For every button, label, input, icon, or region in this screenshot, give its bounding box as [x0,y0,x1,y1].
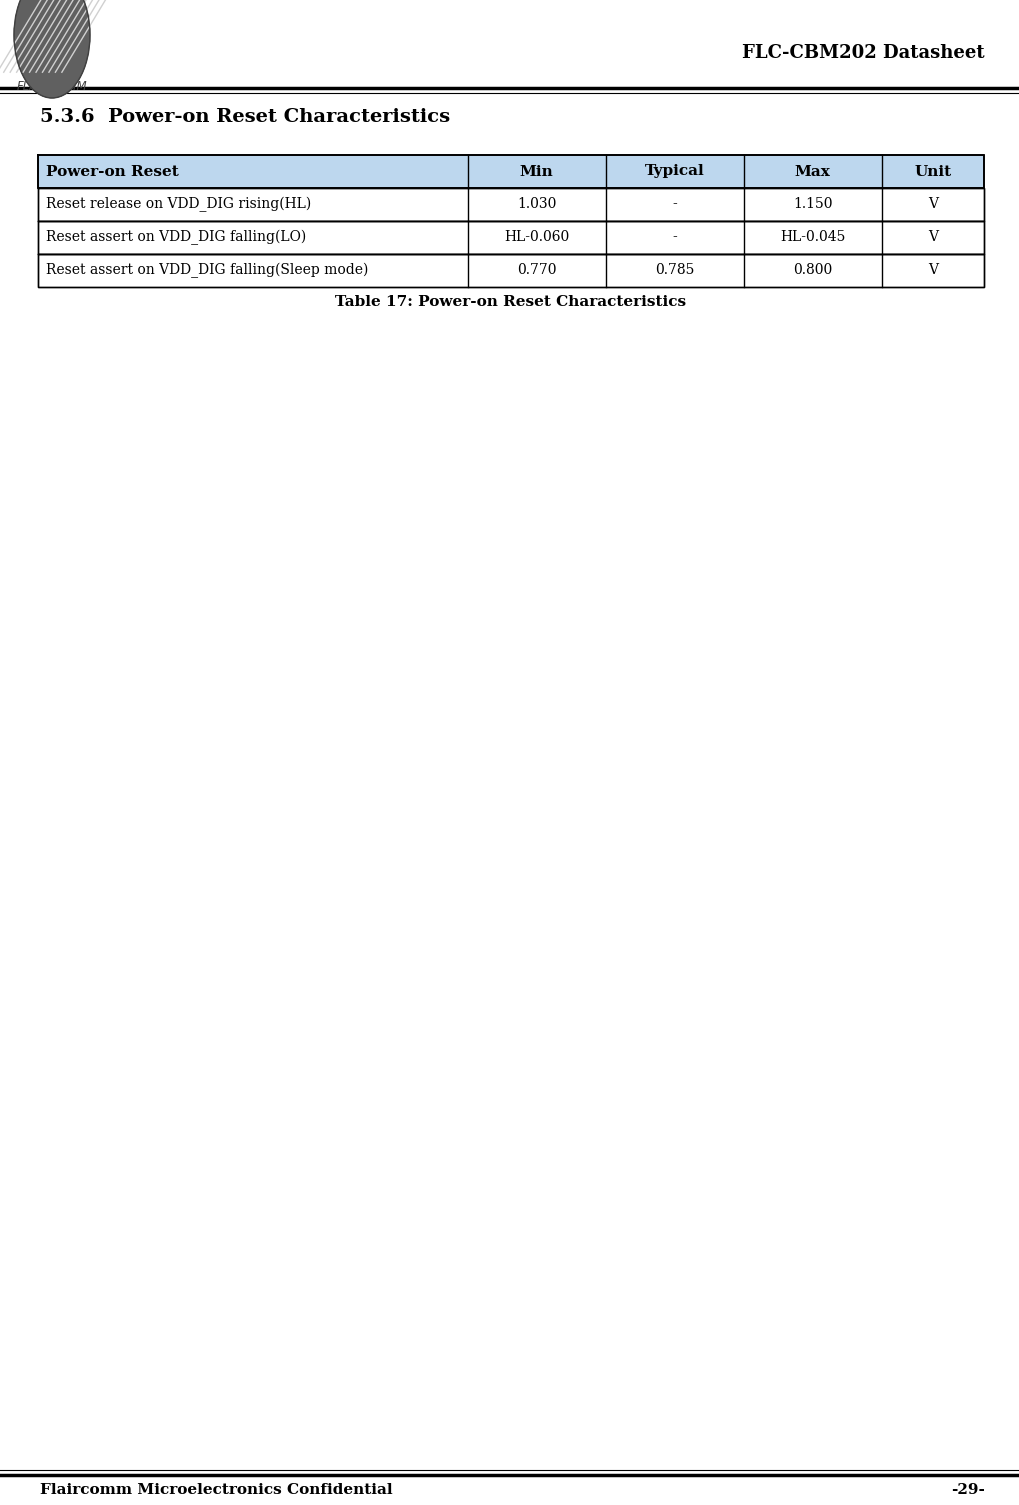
Text: FLAIRCOMM: FLAIRCOMM [16,80,88,93]
Text: Reset assert on VDD_DIG falling(LO): Reset assert on VDD_DIG falling(LO) [46,230,307,245]
Text: Reset assert on VDD_DIG falling(Sleep mode): Reset assert on VDD_DIG falling(Sleep mo… [46,263,369,278]
Text: -: - [673,197,677,212]
Text: 0.770: 0.770 [517,263,556,277]
Text: Flaircomm Microelectronics Confidential: Flaircomm Microelectronics Confidential [40,1482,392,1497]
Bar [38,155,984,188]
Text: V: V [928,230,937,244]
Text: Max: Max [795,164,830,179]
Text: 5.3.6  Power-on Reset Characteristics: 5.3.6 Power-on Reset Characteristics [40,108,450,126]
Text: 0.785: 0.785 [655,263,694,277]
Text: Min: Min [520,164,553,179]
Text: -: - [673,230,677,244]
Text: HL-0.060: HL-0.060 [504,230,570,244]
Text: Unit: Unit [914,164,952,179]
Ellipse shape [14,0,90,98]
Text: 1.150: 1.150 [793,197,833,212]
Bar [38,188,984,221]
Text: V: V [928,197,937,212]
Text: FLC-CBM202 Datasheet: FLC-CBM202 Datasheet [743,44,985,62]
Text: -29-: -29- [951,1482,985,1497]
Text: 0.800: 0.800 [793,263,833,277]
Text: Reset release on VDD_DIG rising(HL): Reset release on VDD_DIG rising(HL) [46,197,311,212]
Text: V: V [928,263,937,277]
Bar [38,254,984,287]
Text: HL-0.045: HL-0.045 [780,230,846,244]
Bar [38,221,984,254]
Text: 1.030: 1.030 [517,197,556,212]
Text: Typical: Typical [645,164,704,179]
Text: Table 17: Power-on Reset Characteristics: Table 17: Power-on Reset Characteristics [335,295,687,309]
Text: Power-on Reset: Power-on Reset [46,164,178,179]
